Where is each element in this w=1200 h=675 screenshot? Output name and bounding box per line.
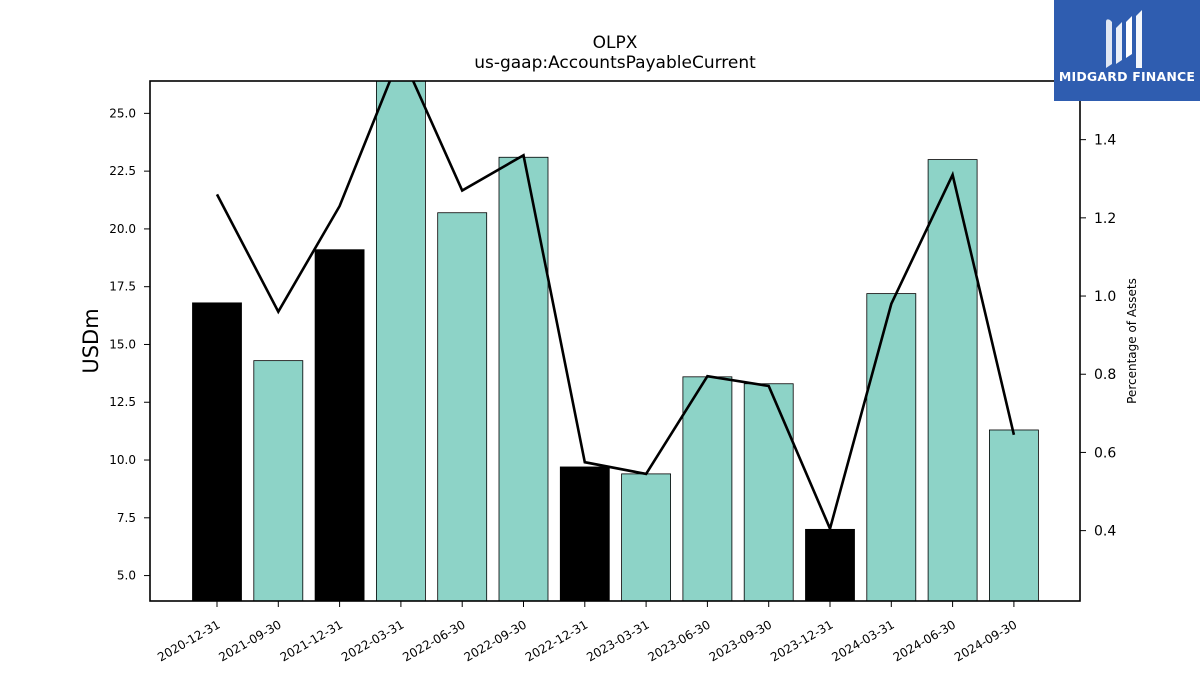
y2-tick-label: 0.6	[1094, 445, 1116, 461]
y2-tick-label: 0.4	[1094, 524, 1116, 540]
bar-2021-12-31	[314, 249, 365, 601]
x-tick-label: 2022-03-31	[339, 617, 406, 664]
bar-2020-12-31	[192, 302, 242, 601]
y-tick-label: 10.0	[109, 453, 136, 467]
y-tick-label: 20.0	[109, 222, 136, 236]
x-tick-label: 2021-12-31	[278, 617, 345, 664]
x-tick-label: 2024-03-31	[829, 617, 896, 664]
x-tick-label: 2022-12-31	[523, 617, 590, 664]
y-tick-label: 25.0	[109, 106, 136, 120]
y-axis-label: USDm	[79, 308, 103, 373]
brand-logo: MIDGARD FINANCE	[1054, 0, 1200, 101]
y2-tick-label: 1.0	[1094, 289, 1116, 305]
bar-2022-06-30	[437, 212, 488, 601]
y-tick-label: 5.0	[117, 569, 136, 583]
y-tick-label: 17.5	[109, 280, 136, 294]
bar-2023-03-31	[621, 473, 671, 601]
x-tick-label: 2021-09-30	[216, 617, 283, 664]
y2-tick-label: 1.4	[1094, 133, 1116, 149]
x-tick-label: 2024-09-30	[952, 617, 1019, 664]
plot-frame	[149, 80, 1081, 602]
y2-axis-label: Percentage of Assets	[1125, 278, 1139, 404]
x-tick-label: 2024-06-30	[891, 617, 958, 664]
x-tick-label: 2022-06-30	[400, 617, 467, 664]
bar-2022-03-31	[375, 81, 426, 601]
x-tick-label: 2023-06-30	[645, 617, 712, 664]
bar-2024-03-31	[866, 293, 917, 601]
percentage-line	[215, 81, 1016, 533]
bar-2022-12-31	[559, 466, 610, 601]
y-tick-label: 12.5	[109, 395, 136, 409]
y-tick-label: 22.5	[109, 164, 136, 178]
bar-2023-12-31	[805, 528, 855, 601]
midgard-logo-icon	[1106, 10, 1142, 68]
bar-2024-06-30	[927, 159, 978, 601]
logo-text: MIDGARD FINANCE	[1058, 69, 1196, 84]
y-tick-label: 15.0	[109, 337, 136, 351]
chart-title: OLPX	[593, 33, 638, 53]
bar-2024-09-30	[989, 429, 1039, 601]
x-tick-label: 2023-12-31	[768, 617, 835, 664]
x-tick-label: 2022-09-30	[462, 617, 529, 664]
bar-2023-06-30	[682, 376, 733, 601]
bar-2022-09-30	[498, 156, 549, 601]
bar-2021-09-30	[253, 360, 304, 601]
chart-subtitle: us-gaap:AccountsPayableCurrent	[474, 53, 756, 73]
bar-2023-09-30	[743, 383, 794, 601]
x-tick-label: 2023-09-30	[707, 617, 774, 664]
x-tick-label: 2023-03-31	[584, 617, 651, 664]
y2-tick-label: 0.8	[1094, 367, 1116, 383]
x-tick-label: 2020-12-31	[155, 617, 222, 664]
y-tick-label: 7.5	[117, 511, 136, 525]
y2-tick-label: 1.2	[1094, 211, 1116, 227]
